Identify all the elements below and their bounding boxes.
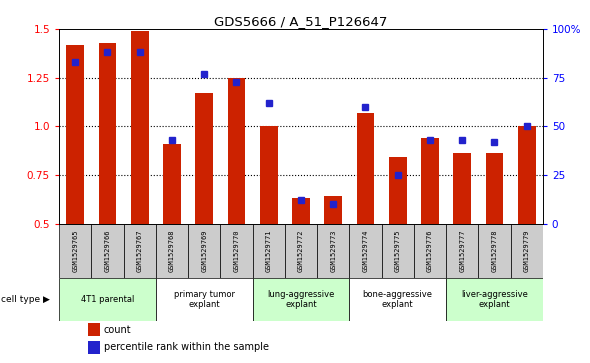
Bar (518, 126, 536, 224)
Bar (59, 278, 156, 321)
Text: percentile rank within the sample: percentile rank within the sample (104, 342, 269, 352)
Bar (453, 154, 471, 224)
Bar (156, 224, 188, 278)
Text: GSM1529772: GSM1529772 (298, 229, 304, 272)
Text: GSM1529775: GSM1529775 (395, 229, 401, 272)
Bar (99, 42, 116, 224)
Bar (317, 224, 349, 278)
Text: lung-aggressive
explant: lung-aggressive explant (267, 290, 335, 309)
Bar (163, 144, 181, 224)
Bar (253, 224, 285, 278)
Bar (228, 78, 245, 224)
Bar (260, 126, 277, 224)
Text: GSM1529773: GSM1529773 (330, 229, 336, 272)
Text: count: count (104, 325, 132, 335)
Text: GSM1529776: GSM1529776 (427, 229, 433, 272)
Bar (356, 113, 374, 224)
Text: bone-aggressive
explant: bone-aggressive explant (363, 290, 432, 309)
Text: GSM1529768: GSM1529768 (169, 229, 175, 272)
Text: primary tumor
explant: primary tumor explant (173, 290, 235, 309)
Bar (123, 224, 156, 278)
Bar (389, 158, 407, 224)
Text: GSM1529778: GSM1529778 (491, 229, 497, 272)
Bar (510, 224, 543, 278)
Text: GSM1529777: GSM1529777 (459, 229, 465, 272)
Bar (253, 278, 349, 321)
Bar (421, 138, 439, 224)
Bar (59, 224, 91, 278)
Text: liver-aggressive
explant: liver-aggressive explant (461, 290, 528, 309)
Bar (91, 224, 123, 278)
Text: GSM1529770: GSM1529770 (234, 229, 240, 272)
Bar (446, 224, 478, 278)
Title: GDS5666 / A_51_P126647: GDS5666 / A_51_P126647 (214, 15, 388, 28)
Bar (88, 323, 100, 337)
Text: GSM1529771: GSM1529771 (266, 229, 271, 272)
Bar (414, 224, 446, 278)
Text: GSM1529766: GSM1529766 (104, 229, 110, 272)
Bar (349, 278, 446, 321)
Bar (382, 224, 414, 278)
Text: GSM1529765: GSM1529765 (72, 229, 78, 272)
Bar (188, 224, 220, 278)
Bar (324, 196, 342, 224)
Bar (195, 93, 213, 224)
Bar (285, 224, 317, 278)
Bar (156, 278, 253, 321)
Bar (292, 198, 310, 224)
Text: GSM1529769: GSM1529769 (201, 229, 207, 272)
Bar (486, 154, 503, 224)
Bar (446, 278, 543, 321)
Bar (220, 224, 253, 278)
Text: cell type ▶: cell type ▶ (1, 295, 50, 304)
Bar (66, 45, 84, 224)
Text: GSM1529767: GSM1529767 (137, 229, 143, 272)
Text: GSM1529774: GSM1529774 (362, 229, 368, 272)
Bar (88, 341, 100, 354)
Bar (478, 224, 510, 278)
Bar (131, 31, 149, 224)
Text: 4T1 parental: 4T1 parental (81, 295, 134, 304)
Text: GSM1529779: GSM1529779 (524, 229, 530, 272)
Bar (349, 224, 382, 278)
